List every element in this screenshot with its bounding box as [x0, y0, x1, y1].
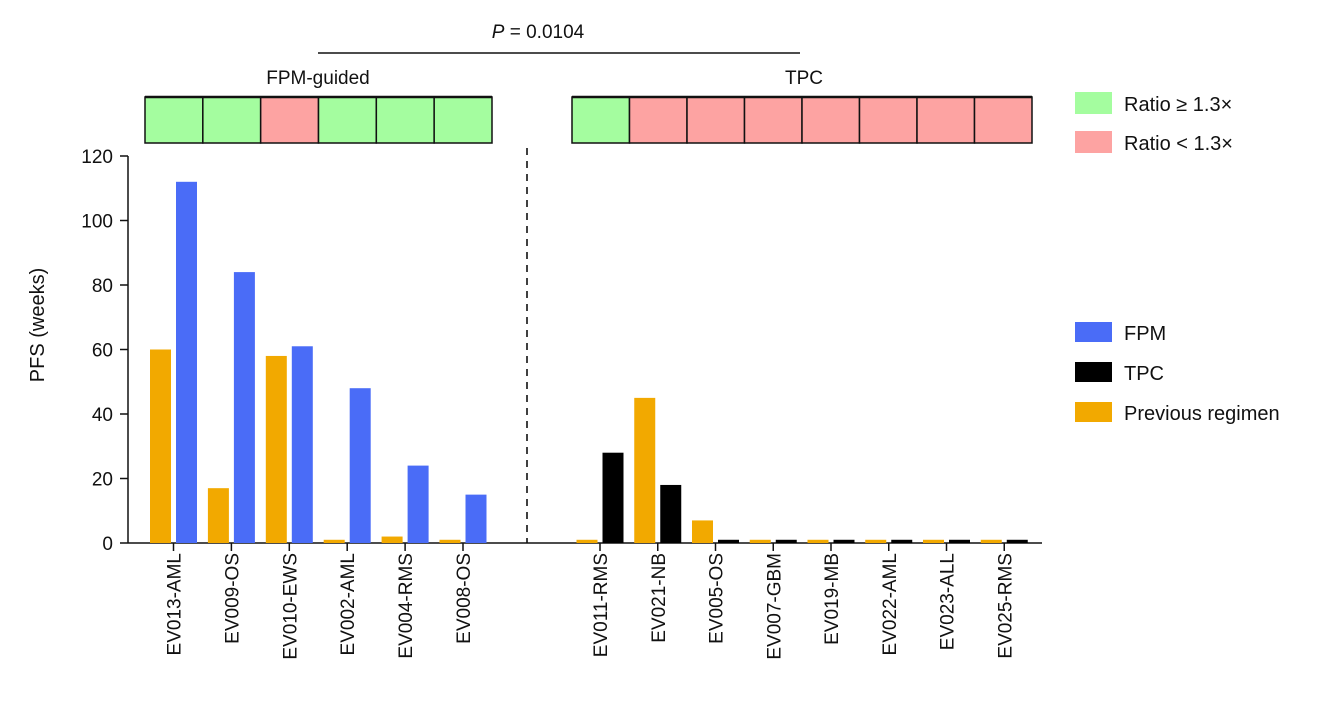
x-tick-labels: EV013-AML EV009-OS EV010-EWS EV002-AML EV004…: [165, 543, 1016, 660]
bar-previous-regimen-ev010-ews: [265, 355, 287, 543]
series-legend-swatch: [1075, 362, 1112, 382]
bar-previous-regimen-ev007-gbm: [749, 539, 771, 543]
bar-tpc-ev022-aml: [891, 539, 913, 543]
x-tick-label: EV005-OS: [707, 553, 728, 644]
ratio-cell-ev011-rms: [571, 96, 631, 144]
series-legend: FPM TPC Previous regimen: [1075, 322, 1280, 425]
y-tick-label: 60: [92, 341, 113, 362]
bar-fpm-ev002-aml: [349, 388, 371, 543]
ratio-cell-ev004-rms: [375, 96, 435, 144]
ratio-cell-ev013-aml: [144, 96, 204, 144]
series-legend-label: TPC: [1124, 363, 1164, 385]
ratio-legend-label: Ratio ≥ 1.3×: [1124, 94, 1232, 116]
p-value-text: = 0.0104: [504, 22, 584, 43]
x-tick-label: EV008-OS: [454, 553, 475, 644]
bar-previous-regimen-ev013-aml: [150, 349, 171, 543]
x-tick-label: EV025-RMS: [995, 553, 1016, 659]
bar-tpc-ev005-os: [718, 539, 739, 543]
bar-previous-regimen-ev011-rms: [576, 539, 598, 543]
ratio-cell-ev023-all: [916, 96, 976, 144]
series-legend-swatch: [1075, 322, 1112, 342]
bar-tpc-ev019-mb: [833, 539, 855, 543]
group-labels: FPM-guided TPC: [266, 68, 823, 89]
ratio-cell-ev005-os: [686, 96, 746, 144]
x-tick-label: EV021-NB: [649, 553, 670, 643]
y-axis-label: PFS (weeks): [27, 268, 49, 382]
x-tick-label: EV019-MB: [822, 553, 843, 645]
ratio-cell-ev019-mb: [801, 96, 861, 144]
bar-previous-regimen-ev002-aml: [323, 539, 345, 543]
y-axis: [127, 156, 1042, 544]
ratio-legend-label: Ratio < 1.3×: [1124, 133, 1233, 155]
bar-tpc-ev021-nb: [660, 484, 682, 543]
series-legend-label: FPM: [1124, 323, 1166, 345]
y-tick-label: 80: [92, 276, 113, 297]
x-tick-label: EV010-EWS: [280, 553, 301, 660]
ratio-cell-ev002-aml: [317, 96, 378, 144]
x-tick-label: EV011-RMS: [591, 553, 612, 657]
x-tick-label: EV004-RMS: [396, 553, 417, 659]
ratio-cell-ev021-nb: [628, 96, 688, 144]
ratio-cell-ev009-os: [202, 96, 262, 144]
ratio-cell-ev008-os: [433, 96, 493, 144]
x-tick-label: EV013-AML: [165, 553, 186, 655]
y-ticks: 0 20 40 60 80 100 120: [81, 147, 128, 555]
bar-previous-regimen-ev021-nb: [634, 397, 656, 543]
x-tick-label: EV023-ALL: [938, 553, 959, 650]
bar-fpm-ev008-os: [465, 494, 487, 543]
bar-previous-regimen-ev009-os: [207, 488, 229, 543]
bar-fpm-ev010-ews: [291, 346, 313, 543]
p-value-label: P = 0.0104: [492, 22, 585, 43]
bar-tpc-ev023-all: [949, 539, 970, 543]
series-legend-swatch: [1075, 402, 1112, 422]
series-legend-label: Previous regimen: [1124, 403, 1280, 425]
y-tick-label: 0: [102, 534, 113, 555]
bar-previous-regimen-ev019-mb: [807, 539, 829, 543]
bar-tpc-ev025-rms: [1006, 539, 1028, 543]
ratio-cell-ev025-rms: [973, 96, 1033, 144]
group-label: FPM-guided: [266, 68, 370, 89]
bar-previous-regimen-ev005-os: [692, 520, 713, 543]
bar-previous-regimen-ev004-rms: [381, 536, 403, 543]
bar-tpc-ev011-rms: [602, 452, 624, 543]
y-tick-label: 40: [92, 405, 113, 426]
p-value-annotation: P = 0.0104: [318, 22, 800, 54]
bar-previous-regimen-ev023-all: [923, 539, 944, 543]
y-tick-label: 20: [92, 470, 113, 491]
ratio-legend-swatch: [1075, 131, 1112, 153]
bar-tpc-ev007-gbm: [775, 539, 797, 543]
x-tick-label: EV009-OS: [222, 553, 243, 644]
x-tick-label: EV007-GBM: [764, 553, 785, 660]
ratio-cell-ev010-ews: [259, 96, 320, 144]
ratio-legend: Ratio ≥ 1.3× Ratio < 1.3×: [1075, 92, 1233, 155]
p-value-symbol: P: [492, 22, 505, 43]
y-tick-label: 120: [81, 147, 113, 168]
bar-fpm-ev009-os: [233, 272, 255, 543]
bars: [150, 181, 1028, 544]
x-tick-label: EV002-AML: [338, 553, 359, 655]
ratio-cell-ev022-aml: [858, 96, 918, 144]
bar-previous-regimen-ev008-os: [439, 539, 461, 543]
x-tick-label: EV022-AML: [880, 553, 901, 655]
bar-fpm-ev013-aml: [176, 181, 197, 544]
bar-fpm-ev004-rms: [407, 465, 429, 543]
ratio-boxes: [144, 95, 1033, 144]
ratio-legend-swatch: [1075, 92, 1112, 114]
bar-previous-regimen-ev022-aml: [865, 539, 887, 543]
group-label: TPC: [785, 68, 823, 89]
bar-previous-regimen-ev025-rms: [980, 539, 1002, 543]
y-tick-label: 100: [81, 212, 113, 233]
ratio-cell-ev007-gbm: [743, 96, 803, 144]
